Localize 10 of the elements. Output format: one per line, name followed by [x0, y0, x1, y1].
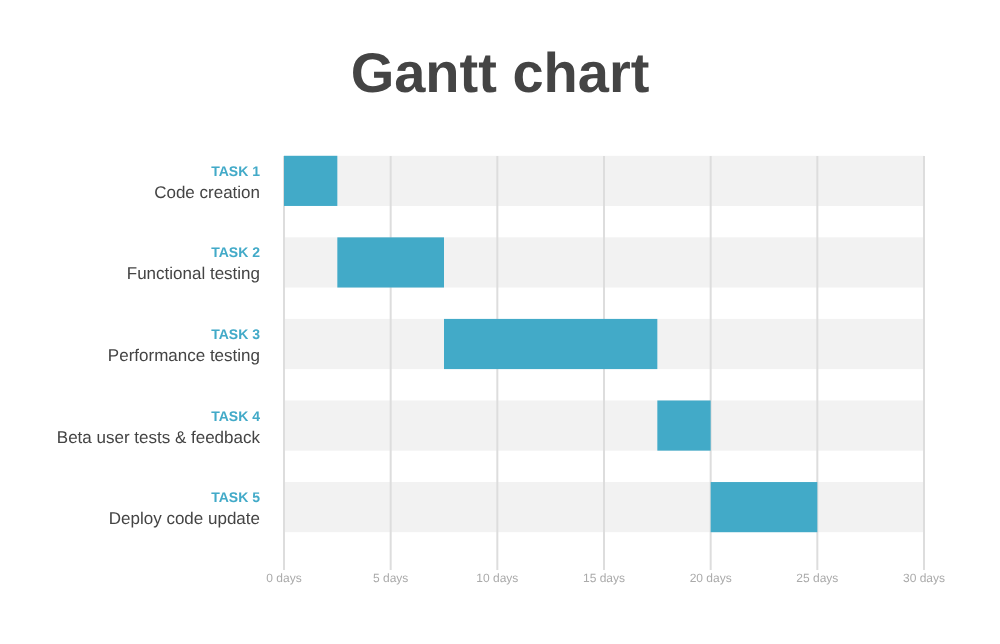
y-tick-label: TASK 2 Functional testing — [126, 247, 261, 284]
bar — [710, 482, 818, 533]
bar — [657, 400, 711, 451]
chart-title: Gantt chart — [350, 42, 650, 104]
y-tick-label: TASK 5 Deploy code update — [108, 492, 261, 529]
bar — [284, 155, 338, 206]
y-tick-label: TASK 4 Beta user tests & feedback — [56, 410, 262, 447]
y-tick-label: TASK 1 Code creation — [154, 165, 261, 202]
y-tick-label: TASK 3 Performance testing — [107, 329, 261, 365]
bar — [337, 237, 444, 288]
